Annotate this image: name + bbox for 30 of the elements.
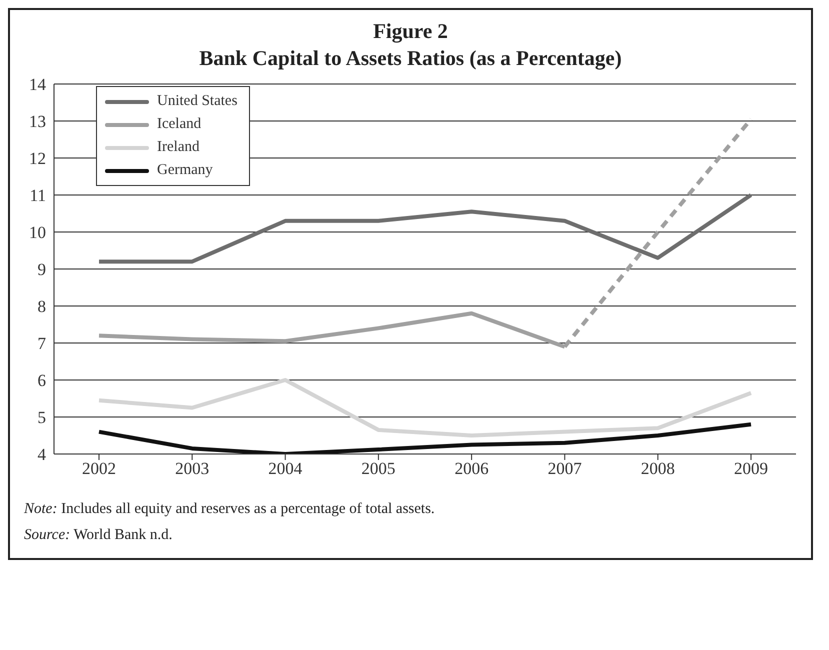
y-tick-label: 14 [29,75,46,94]
y-tick-label: 4 [38,445,46,464]
x-tick-label: 2005 [361,459,396,478]
chart-subtitle: Bank Capital to Assets Ratios (as a Percentage) [198,45,623,72]
legend-label: United States [157,93,238,110]
y-tick-label: 7 [38,334,46,354]
x-tick-label: 2007 [548,459,582,478]
x-tick-label: 2003 [175,459,210,478]
line-series [97,378,753,438]
x-tick-label: 2008 [640,459,675,478]
x-tick-label: 2004 [268,459,303,478]
source-note: Source: World Bank n.d. [24,526,174,545]
line-series [97,422,753,454]
y-tick-label: 10 [29,223,46,242]
y-tick-label: 13 [29,112,46,132]
chart-title: Figure 2 [372,18,449,45]
text: Note: Includes all equity and reserves as a percentage of total assets. [24,500,436,519]
legend-label: Ireland [157,139,200,156]
y-tick-label: 11 [30,186,46,206]
x-tick-label: 2006 [454,459,489,478]
y-tick-label: 9 [38,260,46,280]
y-tick-label: 12 [29,149,46,168]
y-tick-label: 5 [38,408,46,428]
x-tick-label: 2002 [82,459,116,478]
x-tick-label: 2009 [734,459,768,478]
y-tick-label: 6 [38,371,46,390]
y-tick-label: 8 [38,297,46,316]
line-series [97,193,753,264]
legend-label: Iceland [157,116,202,133]
legend-label: Germany [157,162,213,179]
